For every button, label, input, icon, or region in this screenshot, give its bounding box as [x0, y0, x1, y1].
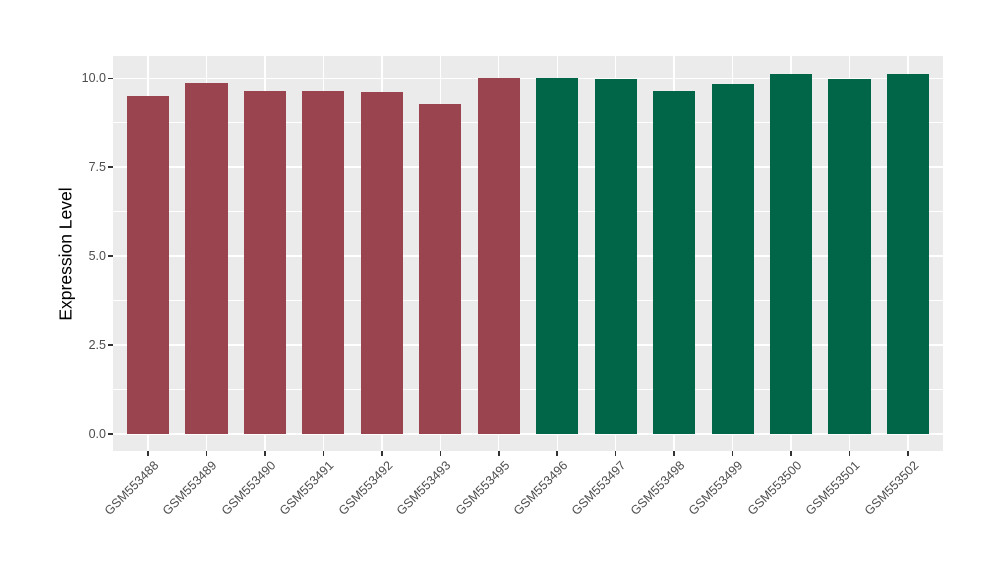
gridline-major-h	[113, 255, 943, 257]
gridline-major-h	[113, 433, 943, 435]
bar-GSM553498	[653, 91, 696, 434]
x-tick-label: GSM553499	[686, 458, 746, 518]
gridline-minor-h	[113, 122, 943, 124]
x-tick-mark	[264, 451, 266, 456]
bar-GSM553501	[828, 79, 871, 434]
x-tick-mark	[205, 451, 208, 456]
x-tick-mark	[439, 451, 442, 456]
y-tick-mark	[108, 255, 113, 257]
x-tick-mark	[731, 451, 734, 456]
x-tick-label: GSM553502	[861, 458, 922, 518]
bar-GSM553502	[886, 74, 929, 434]
x-tick-label: GSM553500	[744, 458, 805, 518]
x-tick-mark	[907, 451, 909, 456]
y-tick-mark	[108, 433, 113, 435]
gridline-major-h	[113, 77, 943, 79]
x-tick-label: GSM553501	[803, 458, 863, 518]
x-tick-mark	[614, 451, 617, 456]
x-tick-label: GSM553495	[452, 458, 512, 518]
bar-GSM553493	[419, 103, 462, 434]
gridline-minor-h	[113, 389, 943, 390]
y-tick-label: 0.0	[88, 427, 106, 441]
x-tick-label: GSM553498	[627, 458, 688, 518]
x-tick-label: GSM553492	[335, 458, 396, 518]
x-tick-label: GSM553488	[101, 458, 162, 518]
gridline-minor-h	[113, 300, 943, 301]
gridline-major-h	[113, 166, 943, 168]
plot-panel	[113, 56, 943, 451]
bar-GSM553495	[477, 77, 520, 434]
bar-GSM553491	[302, 91, 345, 434]
bar-GSM553500	[769, 73, 813, 434]
bar-GSM553492	[360, 92, 403, 434]
y-tick-label: 10.0	[81, 71, 106, 86]
x-tick-mark	[556, 451, 558, 456]
x-tick-label: GSM553491	[277, 458, 337, 518]
x-tick-mark	[673, 451, 675, 456]
gridline-major-h	[113, 344, 943, 346]
x-tick-mark	[790, 451, 792, 456]
bar-GSM553488	[127, 96, 170, 434]
y-tick-mark	[108, 344, 113, 346]
x-tick-mark	[147, 451, 149, 456]
y-tick-label: 2.5	[88, 338, 106, 353]
bar-GSM553499	[711, 84, 754, 434]
gridline-minor-h	[113, 211, 943, 213]
x-tick-label: GSM553490	[218, 458, 279, 518]
x-tick-mark	[322, 451, 325, 456]
x-tick-mark	[498, 451, 500, 456]
x-tick-label: GSM553489	[160, 458, 220, 518]
bar-GSM553497	[594, 79, 637, 434]
x-tick-label: GSM553496	[510, 458, 571, 518]
bar-GSM553496	[536, 77, 579, 434]
x-tick-mark	[848, 451, 851, 456]
y-tick-label: 7.5	[88, 160, 106, 175]
y-tick-mark	[108, 166, 113, 168]
y-tick-label: 5.0	[88, 249, 106, 264]
bar-GSM553490	[243, 91, 286, 434]
x-tick-label: GSM553493	[393, 458, 454, 518]
x-tick-label: GSM553497	[569, 458, 629, 518]
y-tick-mark	[108, 77, 113, 79]
bar-GSM553489	[185, 82, 228, 434]
x-tick-mark	[381, 451, 383, 456]
